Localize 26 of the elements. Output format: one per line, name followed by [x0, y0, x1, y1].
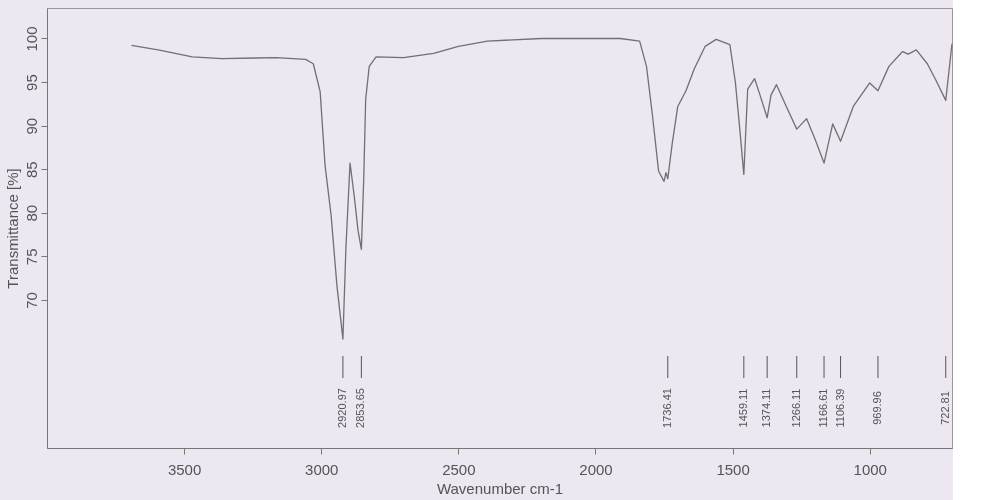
annotation: 722.81 — [938, 391, 951, 425]
x-tick-label: 1000 — [853, 460, 887, 478]
annotation: 1266.11 — [789, 388, 802, 428]
annotation: 1736.41 — [660, 388, 673, 428]
x-tick-label: 2500 — [442, 460, 476, 478]
y-tick-label: 75 — [22, 248, 40, 266]
x-tick-label: 3500 — [167, 460, 202, 478]
y-axis-title: Transmittance [%] — [3, 168, 21, 289]
annotation: 2853.65 — [354, 388, 367, 428]
y-tick-label: 100 — [22, 26, 40, 52]
x-tick-label: 2000 — [579, 460, 613, 478]
x-tick-label: 1500 — [716, 460, 750, 478]
annotation: 969.96 — [870, 391, 883, 425]
y-tick-label: 90 — [22, 117, 40, 135]
y-tick-label: 70 — [22, 292, 40, 309]
y-tick-label: 80 — [22, 204, 40, 222]
line-series — [130, 37, 953, 340]
x-tick-label: 3000 — [305, 460, 339, 478]
y-tick-label: 95 — [22, 74, 40, 91]
annotation: 1166.61 — [817, 388, 830, 428]
y-tick-label: 85 — [22, 161, 40, 179]
annotation: 1106.39 — [833, 388, 846, 428]
x-axis-title: Wavenumber cm-1 — [436, 479, 564, 497]
annotation: 1459.11 — [736, 388, 749, 428]
annotation: 2920.97 — [335, 388, 348, 428]
annotation: 1374.11 — [760, 388, 773, 428]
